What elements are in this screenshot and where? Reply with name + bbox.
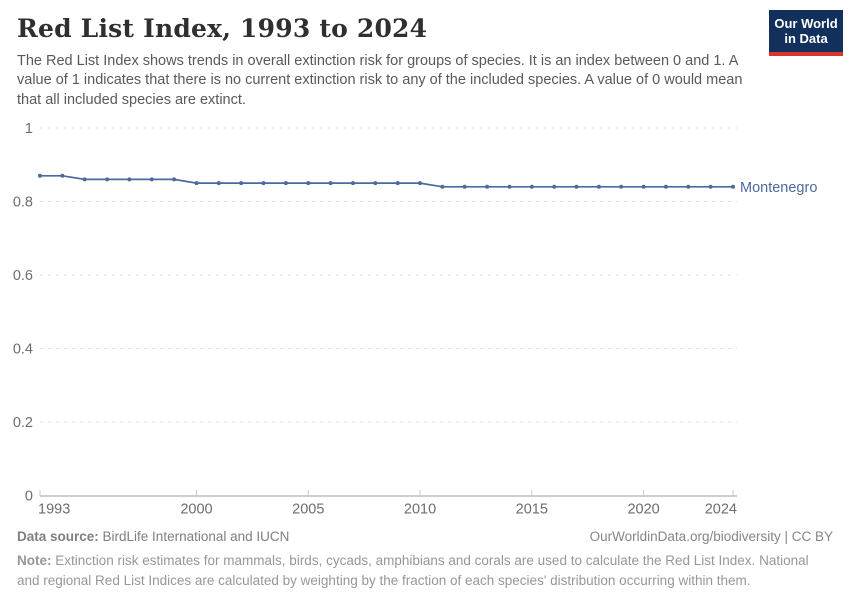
data-point[interactable]	[306, 181, 311, 186]
x-axis-tick-label: 2015	[516, 502, 548, 518]
data-point[interactable]	[239, 181, 244, 186]
page-title: Red List Index, 1993 to 2024	[17, 14, 428, 43]
data-point[interactable]	[149, 177, 154, 182]
data-point[interactable]	[283, 181, 288, 186]
data-point[interactable]	[261, 181, 266, 186]
data-point[interactable]	[60, 173, 65, 178]
x-axis-tick-label: 2000	[180, 502, 212, 518]
data-point[interactable]	[127, 177, 132, 182]
data-source-label: Data source:	[17, 529, 99, 544]
x-axis-tick-label: 1993	[38, 502, 70, 518]
data-point[interactable]	[596, 184, 601, 189]
data-point[interactable]	[105, 177, 110, 182]
data-point[interactable]	[172, 177, 177, 182]
data-point[interactable]	[82, 177, 87, 182]
data-point[interactable]	[395, 181, 400, 186]
data-point[interactable]	[462, 184, 467, 189]
data-point[interactable]	[552, 184, 557, 189]
y-axis-tick-label: 0.4	[13, 342, 33, 358]
data-point[interactable]	[619, 184, 624, 189]
y-axis-tick-label: 0.2	[13, 415, 33, 431]
owid-logo-text-line2: in Data	[784, 31, 828, 47]
note-text: Extinction risk estimates for mammals, b…	[17, 553, 809, 588]
owid-logo-text-line1: Our World	[774, 16, 838, 31]
x-axis-tick-label: 2024	[705, 502, 737, 518]
data-point[interactable]	[38, 173, 42, 178]
data-point[interactable]	[373, 181, 378, 186]
y-axis-tick-label: 1	[25, 121, 33, 137]
owid-logo[interactable]: Our World in Data	[769, 10, 843, 56]
chart-header: Red List Index, 1993 to 2024 The Red Lis…	[17, 14, 757, 110]
data-point[interactable]	[194, 181, 199, 186]
data-point[interactable]	[574, 184, 579, 189]
x-axis-tick-label: 2005	[292, 502, 324, 518]
chart-note: Note: Extinction risk estimates for mamm…	[17, 551, 809, 590]
x-axis-tick-label: 2020	[627, 502, 659, 518]
data-point[interactable]	[731, 184, 735, 189]
chart-subtitle: The Red List Index shows trends in overa…	[17, 53, 743, 108]
data-point[interactable]	[708, 184, 713, 189]
data-point[interactable]	[351, 181, 355, 186]
data-source: Data source: BirdLife International and …	[17, 529, 289, 544]
chart-footer: Data source: BirdLife International and …	[17, 529, 833, 590]
x-axis-tick-label: 2010	[404, 502, 436, 518]
data-point[interactable]	[216, 181, 221, 186]
data-point[interactable]	[663, 184, 668, 189]
data-point[interactable]	[418, 181, 422, 186]
y-axis-tick-label: 0.6	[13, 268, 33, 284]
data-point[interactable]	[641, 184, 646, 189]
series-line-montenegro[interactable]	[40, 174, 733, 188]
data-point[interactable]	[485, 184, 490, 189]
entity-label-montenegro[interactable]: Montenegro	[740, 180, 817, 196]
y-axis-tick-label: 0	[25, 489, 33, 505]
data-point[interactable]	[529, 184, 534, 189]
data-point[interactable]	[507, 184, 512, 189]
data-point[interactable]	[328, 181, 333, 186]
y-axis-tick-label: 0.8	[13, 195, 33, 211]
data-point[interactable]	[440, 184, 445, 189]
data-source-text: BirdLife International and IUCN	[98, 529, 290, 544]
data-point[interactable]	[686, 184, 691, 189]
rights-link[interactable]: OurWorldinData.org/biodiversity | CC BY	[589, 529, 833, 544]
note-label: Note:	[17, 553, 52, 568]
